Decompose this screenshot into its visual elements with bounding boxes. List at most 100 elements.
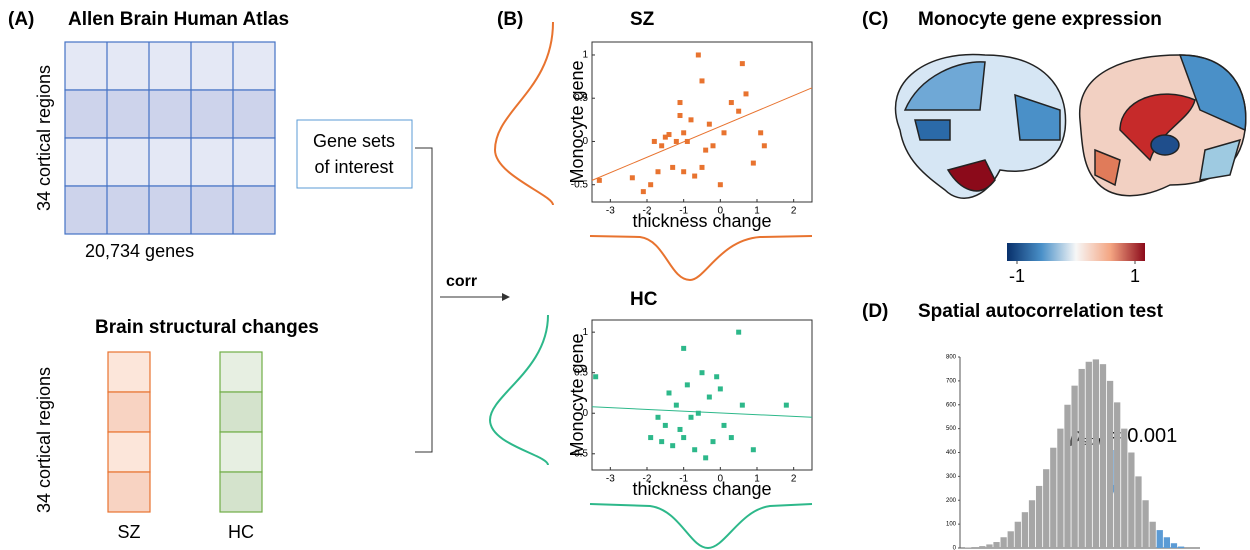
point bbox=[648, 435, 654, 441]
point bbox=[706, 121, 712, 127]
point bbox=[659, 439, 665, 445]
bar bbox=[986, 544, 993, 548]
bar bbox=[1092, 359, 1100, 548]
bar bbox=[993, 542, 1000, 548]
point bbox=[758, 130, 764, 136]
bar bbox=[1035, 485, 1043, 548]
density-curve bbox=[493, 21, 554, 206]
y-tick-label: 0 bbox=[582, 408, 588, 419]
corr-label: corr bbox=[446, 273, 477, 290]
point bbox=[710, 143, 716, 149]
hc-column bbox=[219, 351, 263, 513]
point bbox=[695, 52, 701, 58]
x-tick-label: 2 bbox=[791, 474, 797, 485]
bar bbox=[1156, 530, 1163, 548]
chart-title: SZ bbox=[630, 9, 655, 30]
x-label: thickness change bbox=[632, 211, 771, 231]
y-tick-label: 0 bbox=[953, 546, 957, 550]
point bbox=[677, 113, 683, 119]
bar bbox=[1000, 537, 1007, 548]
y-label: 34 cortical regions bbox=[34, 367, 54, 513]
point bbox=[648, 182, 654, 188]
y-tick-label: 400 bbox=[946, 450, 957, 456]
point bbox=[721, 130, 727, 136]
point bbox=[673, 402, 679, 408]
x-tick-label: 1 bbox=[754, 206, 760, 217]
sz-column bbox=[107, 351, 151, 513]
bar bbox=[1135, 476, 1142, 548]
bar bbox=[1170, 543, 1178, 548]
colorbar-label: 1 bbox=[1130, 266, 1140, 286]
bar bbox=[1021, 512, 1029, 548]
colorbar-label: -1 bbox=[1009, 266, 1025, 286]
bar bbox=[1050, 447, 1057, 548]
y-tick-label: 100 bbox=[946, 522, 957, 528]
point bbox=[681, 345, 687, 351]
point bbox=[684, 138, 690, 144]
bar bbox=[1064, 404, 1071, 548]
point bbox=[662, 134, 668, 140]
point bbox=[651, 138, 657, 144]
point bbox=[677, 426, 683, 432]
point bbox=[688, 414, 694, 420]
x-tick-label: -2 bbox=[643, 206, 652, 217]
bar bbox=[1007, 531, 1014, 548]
y-tick-label: -0.5 bbox=[571, 448, 589, 459]
panel-label: (B) bbox=[497, 9, 523, 30]
chart-title: HC bbox=[630, 289, 658, 310]
column-label: HC bbox=[228, 522, 254, 542]
point bbox=[721, 422, 727, 428]
colorbar bbox=[1007, 243, 1145, 261]
density-curve bbox=[488, 314, 549, 466]
y-tick-label: 800 bbox=[946, 355, 957, 361]
x-tick-label: -3 bbox=[606, 206, 615, 217]
point bbox=[703, 147, 709, 153]
point bbox=[681, 130, 687, 136]
fit-line bbox=[591, 87, 813, 181]
point bbox=[670, 443, 676, 449]
x-tick-label: 1 bbox=[754, 474, 760, 485]
bar bbox=[1057, 428, 1064, 548]
point bbox=[677, 100, 683, 106]
point bbox=[659, 143, 665, 149]
bar bbox=[1028, 500, 1036, 548]
point bbox=[706, 394, 712, 400]
box-text: of interest bbox=[314, 157, 393, 177]
y-tick-label: 0 bbox=[582, 136, 588, 147]
bar bbox=[1106, 380, 1114, 548]
point bbox=[736, 108, 742, 114]
x-tick-label: 0 bbox=[718, 206, 724, 217]
point bbox=[692, 173, 698, 179]
plot-frame bbox=[591, 41, 813, 203]
y-tick-label: 700 bbox=[946, 378, 957, 384]
point bbox=[750, 160, 756, 166]
point bbox=[750, 447, 756, 453]
point bbox=[699, 164, 705, 170]
point bbox=[714, 374, 720, 380]
bar bbox=[1078, 368, 1085, 548]
point bbox=[783, 402, 789, 408]
bar bbox=[1177, 546, 1185, 548]
brain-medial bbox=[1079, 54, 1247, 197]
point bbox=[655, 169, 661, 175]
y-tick-label: 0.5 bbox=[574, 367, 588, 378]
box-text: Gene sets bbox=[313, 131, 395, 151]
arrow-head bbox=[502, 293, 510, 301]
point bbox=[710, 439, 716, 445]
point bbox=[666, 390, 672, 396]
point bbox=[629, 175, 635, 181]
point bbox=[695, 410, 701, 416]
bar bbox=[1114, 402, 1121, 548]
panel-label: (A) bbox=[8, 9, 34, 30]
density-curve bbox=[589, 503, 813, 550]
bar bbox=[1121, 428, 1128, 548]
panel-title: Spatial autocorrelation test bbox=[918, 301, 1164, 322]
point bbox=[728, 435, 734, 441]
y-tick-label: 500 bbox=[946, 426, 957, 432]
panel-label: (D) bbox=[862, 301, 888, 322]
point bbox=[699, 78, 705, 84]
gene-matrix bbox=[64, 41, 276, 235]
bar bbox=[979, 546, 986, 548]
gene-set-box bbox=[296, 119, 413, 189]
